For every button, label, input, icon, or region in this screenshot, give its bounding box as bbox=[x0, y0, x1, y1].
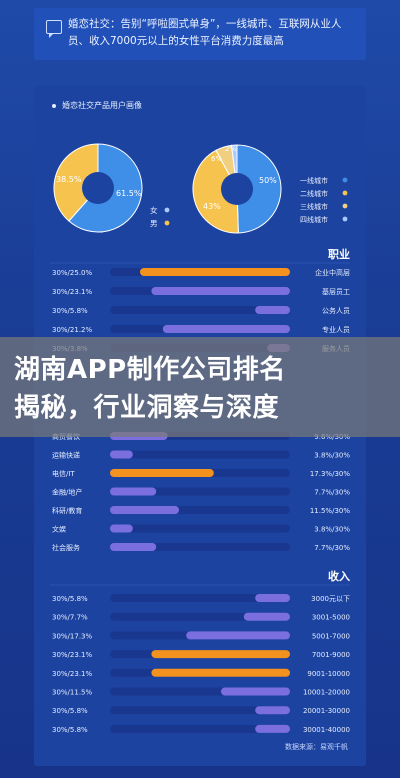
bullet-icon bbox=[52, 103, 56, 108]
pie-legend-dot bbox=[164, 220, 170, 226]
bar-value-label: 30%/7.7% bbox=[52, 614, 88, 622]
bar-track bbox=[110, 450, 290, 459]
bar-mark bbox=[221, 687, 290, 696]
bar-category-label: 30001-40000 bbox=[303, 726, 350, 734]
bar-value-label: 30%/5.8% bbox=[52, 726, 88, 734]
bar-category-label: 电信/IT bbox=[52, 469, 75, 478]
bar-mark bbox=[110, 524, 133, 533]
bar-category-label: 专业人员 bbox=[322, 325, 350, 334]
article-title-line1: 湖南APP制作公司排名 bbox=[14, 355, 286, 385]
pie-label-female: 38.5% bbox=[56, 175, 82, 184]
bar-value-label: 9.6%/30% bbox=[314, 433, 350, 441]
bar-value-label: 17.3%/30% bbox=[310, 470, 351, 478]
bar-track bbox=[110, 306, 290, 314]
pie-legend-dot bbox=[342, 177, 348, 183]
card-title-text: 婚恋社交产品用户画像 bbox=[62, 101, 142, 110]
pie-hole bbox=[221, 173, 253, 205]
pie-legend-label: 四线城市 bbox=[300, 215, 328, 224]
bar-category-label: 企业中高层 bbox=[315, 268, 350, 277]
bar-track bbox=[110, 724, 290, 733]
pie-legend-label: 一线城市 bbox=[300, 176, 328, 185]
summary-banner: 婚恋社交：告别“呼啦圈式单身”，一线城市、互联网从业人员、收入7000元以上的女… bbox=[34, 8, 366, 60]
bar-mark bbox=[140, 268, 290, 276]
bar-mark bbox=[243, 612, 290, 621]
bar-category-label: 运输快递 bbox=[52, 451, 80, 460]
bar-mark bbox=[110, 487, 157, 496]
bar-mark bbox=[110, 506, 179, 514]
bar-category-label: 3000元以下 bbox=[311, 595, 350, 603]
article-title-line2: 揭秘，行业洞察与深度 bbox=[14, 393, 280, 423]
section-title: 收入 bbox=[328, 569, 350, 583]
bar-value-label: 30%/23.1% bbox=[52, 651, 93, 659]
summary-text: 婚恋社交：告别“呼啦圈式单身”，一线城市、互联网从业人员、收入7000元以上的女… bbox=[68, 18, 342, 47]
bar-value-label: 7.7%/30% bbox=[314, 544, 350, 552]
bar-value-label: 30%/21.2% bbox=[52, 326, 93, 334]
article-title: 湖南APP制作公司排名 揭秘，行业洞察与深度 bbox=[14, 351, 394, 427]
bar-value-label: 30%/23.1% bbox=[52, 670, 93, 678]
bar-category-label: 公务人员 bbox=[322, 306, 350, 315]
bar-value-label: 7.7%/30% bbox=[314, 489, 350, 497]
bar-value-label: 30%/5.8% bbox=[52, 595, 88, 603]
bar-category-label: 7001-9000 bbox=[312, 651, 350, 659]
card-title: 婚恋社交产品用户画像 bbox=[52, 100, 142, 111]
pie-legend-label: 男 bbox=[150, 219, 158, 228]
pie-slice-female bbox=[53, 143, 99, 222]
bar-value-label: 3.8%/30% bbox=[314, 526, 350, 534]
bar-value-label: 30%/17.3% bbox=[52, 632, 93, 640]
bar-mark bbox=[162, 325, 290, 333]
bar-category-label: 文娱 bbox=[52, 525, 66, 534]
chat-bubble-icon bbox=[46, 20, 62, 38]
bar-mark bbox=[110, 450, 133, 459]
bar-category-label: 3001-5000 bbox=[312, 614, 350, 622]
pie-label-city4: 2% bbox=[225, 145, 236, 153]
bar-mark bbox=[186, 631, 290, 640]
bar-value-label: 30%/25.0% bbox=[52, 269, 93, 277]
bar-track bbox=[110, 594, 290, 602]
pie-legend-label: 女 bbox=[150, 205, 158, 215]
bar-mark bbox=[151, 287, 290, 295]
bar-value-label: 30%/23.1% bbox=[52, 288, 93, 296]
bar-category-label: 20001-30000 bbox=[303, 707, 350, 715]
bar-track bbox=[110, 706, 290, 715]
bar-category-label: 科研/教育 bbox=[52, 506, 82, 515]
pie-legend-dot bbox=[342, 216, 348, 222]
pie-label-city2: 43% bbox=[203, 202, 221, 211]
bar-mark bbox=[110, 469, 214, 477]
bar-mark bbox=[255, 724, 290, 733]
bar-value-label: 30%/5.8% bbox=[52, 707, 88, 715]
pie-legend-dot bbox=[342, 190, 348, 196]
bar-category-label: 9001-10000 bbox=[307, 670, 350, 678]
pie-slice-city-1 bbox=[236, 144, 282, 234]
pie-legend-dot bbox=[342, 203, 348, 209]
data-source: 数据来源：易观千帆 bbox=[285, 743, 348, 751]
pie-hole bbox=[82, 172, 114, 204]
bar-mark bbox=[151, 650, 290, 659]
bar-mark bbox=[110, 543, 157, 551]
bar-value-label: 30%/11.5% bbox=[52, 689, 93, 697]
bar-value-label: 3.8%/30% bbox=[314, 452, 350, 460]
bar-mark bbox=[151, 668, 290, 677]
pie-legend-dot bbox=[164, 207, 170, 213]
pie-legend-label: 二线城市 bbox=[300, 189, 328, 198]
title-overlay bbox=[0, 337, 400, 437]
bar-mark bbox=[255, 706, 290, 715]
bar-track bbox=[110, 524, 290, 533]
bar-mark bbox=[255, 306, 290, 314]
section-title: 职业 bbox=[328, 247, 350, 261]
bar-category-label: 金融/地产 bbox=[52, 488, 82, 497]
pie-legend-label: 三线城市 bbox=[300, 202, 328, 211]
pie-label-city1: 50% bbox=[259, 176, 277, 185]
bar-value-label: 30%/5.8% bbox=[52, 307, 88, 315]
bar-category-label: 5001-7000 bbox=[312, 632, 350, 640]
bar-category-label: 基层员工 bbox=[322, 287, 350, 296]
bar-category-label: 社会服务 bbox=[52, 543, 80, 552]
bar-category-label: 10001-20000 bbox=[303, 689, 350, 697]
pie-label-male: 61.5% bbox=[116, 189, 142, 198]
pie-label-city3: 6% bbox=[211, 155, 222, 163]
bar-mark bbox=[255, 594, 290, 602]
bar-value-label: 11.5%/30% bbox=[310, 507, 351, 515]
